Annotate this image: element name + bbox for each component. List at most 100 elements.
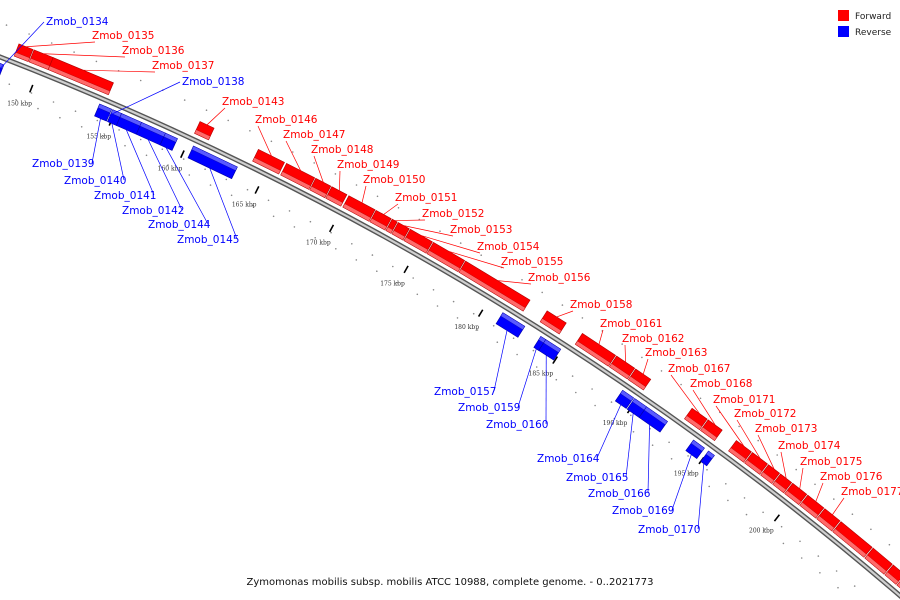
scale-dot	[535, 366, 538, 368]
gene-leader	[25, 41, 96, 48]
scale-dot	[225, 178, 228, 181]
gene-face	[574, 340, 611, 367]
tick-mark	[773, 514, 781, 522]
gene-leader	[313, 155, 324, 183]
gene-leader	[517, 348, 537, 408]
scale-dot	[50, 42, 53, 44]
gene-label: Zmob_0135	[92, 30, 154, 42]
scale-dot	[249, 130, 251, 132]
gene-label: Zmob_0138	[182, 76, 244, 88]
gene-leader	[799, 467, 804, 489]
scale-dot	[355, 184, 358, 186]
scale-dot	[251, 204, 254, 207]
gene-label: Zmob_0148	[311, 144, 373, 156]
gene-leader	[642, 358, 649, 375]
scale-dot	[621, 343, 623, 345]
tick-mark	[552, 356, 559, 364]
gene-face	[163, 132, 178, 143]
gene-zmob-0152	[385, 218, 398, 234]
scale-dot	[246, 188, 249, 191]
scale-dot	[267, 199, 270, 202]
scale-dot	[632, 431, 635, 433]
gene-label: Zmob_0171	[713, 394, 775, 406]
scale-dot	[124, 144, 126, 147]
scale-dot	[52, 101, 55, 103]
gene-zmob-0158	[539, 310, 567, 335]
gene-zmob-0157	[495, 312, 526, 338]
gene-zmob-0173	[760, 464, 781, 484]
gene-face	[252, 157, 281, 175]
scale-dot	[292, 151, 294, 153]
gene-face	[385, 226, 394, 234]
gene-leader	[403, 225, 454, 237]
gene-label: Zmob_0166	[588, 488, 651, 500]
gene-label: Zmob_0145	[177, 234, 239, 246]
gene-label: Zmob_0175	[800, 456, 862, 468]
scale-dot	[706, 469, 708, 471]
scale-dot	[37, 107, 39, 110]
gene-face	[191, 145, 238, 171]
gene-leader	[147, 139, 183, 211]
gene-label: Zmob_0134	[46, 16, 109, 28]
tick-label: 195 kbp	[674, 471, 699, 478]
gene-body	[0, 63, 5, 76]
gene-leader	[757, 434, 775, 470]
scale-dot	[396, 281, 398, 284]
scale-dot	[227, 119, 229, 122]
gene-leader	[624, 344, 626, 363]
scale-dot	[851, 513, 854, 515]
scale-dot	[28, 33, 30, 35]
gene-label: Zmob_0153	[450, 224, 512, 236]
scale-dot	[416, 293, 419, 296]
scale-dot	[472, 312, 475, 315]
scale-dot	[432, 289, 435, 291]
tick-label: 185 kbp	[529, 370, 554, 377]
scale-dot	[313, 162, 316, 164]
tick-mark	[180, 150, 185, 159]
gene-label: Zmob_0140	[64, 175, 126, 187]
gene-label: Zmob_0163	[645, 347, 707, 359]
gene-face	[543, 339, 562, 353]
scale-dot	[95, 60, 98, 63]
gene-face	[644, 406, 668, 426]
scale-dot	[835, 570, 838, 572]
backbone-outline	[0, 54, 900, 600]
tick-label: 180 kbp	[454, 324, 479, 331]
scale-dot	[591, 388, 593, 390]
scale-dot	[496, 341, 499, 344]
scale-dot	[139, 79, 142, 82]
scale-dot	[412, 277, 415, 279]
gene-label: Zmob_0160	[486, 419, 548, 431]
scale-dot	[15, 99, 17, 101]
gene-label: Zmob_0164	[537, 453, 600, 465]
tick-label: 165 kbp	[232, 201, 257, 208]
gene-leader	[448, 251, 505, 269]
tick-label: 200 kbp	[749, 528, 774, 535]
gene-label: Zmob_0142	[122, 205, 184, 217]
scale-dot	[5, 24, 8, 26]
scale-dot	[459, 242, 462, 244]
scale-dot	[651, 444, 654, 447]
gene-leader	[780, 451, 787, 479]
scale-dot	[660, 370, 663, 372]
gene-face	[799, 501, 819, 519]
scale-dot	[819, 572, 821, 574]
tick-mark	[403, 265, 409, 274]
gene-face	[342, 203, 372, 222]
scale-dot	[727, 499, 729, 502]
scale-dot	[8, 83, 11, 85]
gene-zmob-0174	[772, 473, 793, 494]
gene-label: Zmob_0157	[434, 386, 496, 398]
gene-features	[0, 43, 900, 589]
gene-zmob-0170	[700, 450, 715, 467]
scale-dot	[480, 254, 483, 256]
scale-dot	[670, 458, 673, 460]
scale-dot	[204, 168, 206, 170]
scale-dot	[687, 455, 689, 457]
gene-leader	[91, 118, 101, 164]
scale-dot	[209, 184, 212, 186]
gene-label: Zmob_0146	[255, 114, 318, 126]
tick-label: 170 kbp	[306, 239, 331, 246]
scale-dot	[74, 110, 77, 112]
scale-dot	[555, 378, 558, 381]
